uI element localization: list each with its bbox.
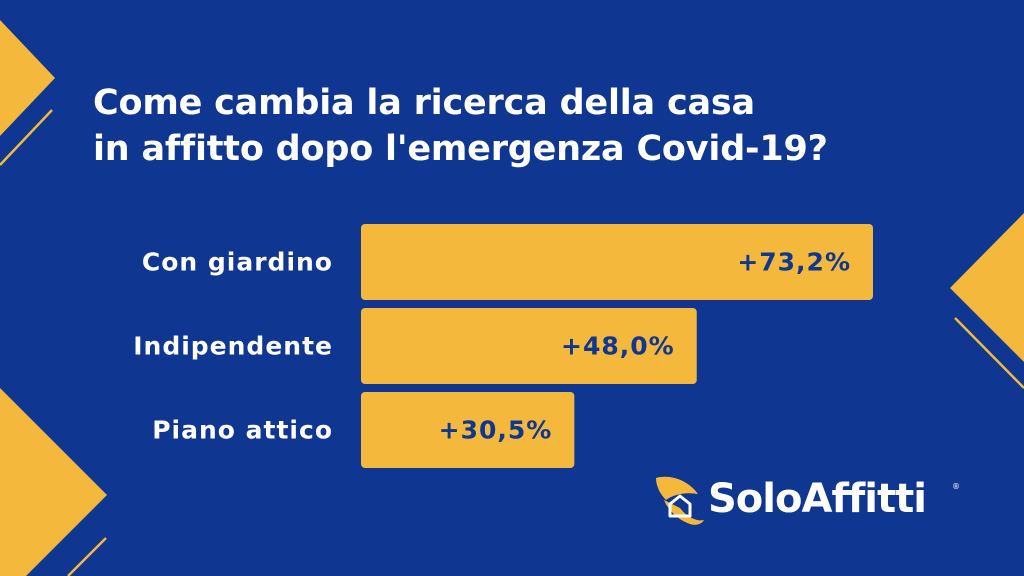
data-label: +48,0% bbox=[561, 332, 675, 361]
chart-title: Come cambia la ricerca della casa in aff… bbox=[93, 80, 913, 172]
soloaffitti-logo: SoloAffitti ® bbox=[650, 470, 970, 530]
data-label: +30,5% bbox=[439, 416, 553, 445]
title-line-1: Come cambia la ricerca della casa bbox=[93, 83, 755, 123]
top-left-triangle bbox=[0, 20, 55, 136]
category-label: Indipendente bbox=[133, 332, 333, 361]
title-line-2: in affitto dopo l'emergenza Covid-19? bbox=[93, 129, 828, 169]
wing-house-icon bbox=[656, 476, 704, 525]
right-triangle bbox=[950, 213, 1024, 362]
bar-indipendente bbox=[361, 308, 697, 384]
data-label: +73,2% bbox=[737, 248, 851, 277]
bar-piano-attico bbox=[361, 392, 575, 468]
category-label: Piano attico bbox=[152, 416, 333, 445]
right-stripe bbox=[954, 317, 1024, 389]
bottom-left-triangle bbox=[0, 388, 107, 576]
top-left-stripe bbox=[0, 109, 53, 166]
bottom-left-stripe bbox=[67, 537, 107, 576]
registered-mark: ® bbox=[952, 482, 960, 491]
bar-con-giardino bbox=[361, 224, 873, 300]
category-label: Con giardino bbox=[142, 248, 333, 277]
logo-wordmark: SoloAffitti bbox=[708, 476, 927, 522]
